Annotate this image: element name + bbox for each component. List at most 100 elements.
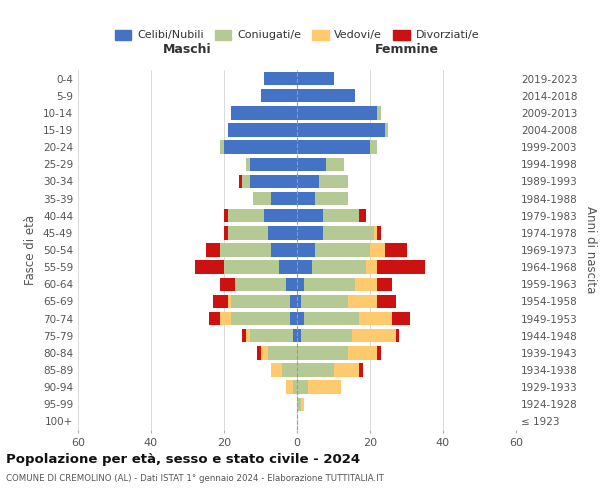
Bar [290,294,297,308]
Bar [297,260,311,274]
Bar [311,260,367,274]
Bar [315,192,348,205]
Bar [250,329,293,342]
Bar [319,174,348,188]
Bar [297,192,315,205]
Bar [359,209,367,222]
Bar [268,346,297,360]
Bar [220,244,271,256]
Bar [224,140,297,154]
Bar [308,380,341,394]
Bar [264,209,297,222]
Bar [220,278,235,291]
Bar [224,260,279,274]
Bar [297,312,304,326]
Bar [374,226,377,239]
Bar [297,174,319,188]
Y-axis label: Fasce di età: Fasce di età [25,215,37,285]
Bar [304,278,355,291]
Bar [220,140,224,154]
Bar [242,174,250,188]
Bar [377,260,425,274]
Bar [242,329,246,342]
Bar [323,226,374,239]
Bar [268,226,297,239]
Bar [227,294,232,308]
Bar [250,174,297,188]
Text: Femmine: Femmine [374,44,439,57]
Bar [370,140,377,154]
Bar [260,89,297,102]
Bar [220,312,232,326]
Bar [271,192,297,205]
Bar [206,244,220,256]
Bar [227,209,264,222]
Bar [297,294,301,308]
Bar [385,124,388,136]
Bar [213,294,227,308]
Bar [224,209,227,222]
Bar [326,158,344,171]
Bar [260,346,268,360]
Bar [348,294,377,308]
Bar [227,124,297,136]
Bar [323,209,359,222]
Bar [359,312,392,326]
Legend: Celibi/Nubili, Coniugati/e, Vedovi/e, Divorziati/e: Celibi/Nubili, Coniugati/e, Vedovi/e, Di… [110,25,484,45]
Text: Popolazione per età, sesso e stato civile - 2024: Popolazione per età, sesso e stato civil… [6,452,360,466]
Bar [232,106,297,120]
Bar [224,226,227,239]
Bar [359,364,363,376]
Bar [348,346,377,360]
Bar [297,226,323,239]
Bar [290,312,297,326]
Bar [246,158,250,171]
Bar [304,312,359,326]
Bar [352,329,395,342]
Bar [297,209,323,222]
Bar [271,244,297,256]
Bar [315,244,370,256]
Bar [377,346,381,360]
Bar [286,278,297,291]
Bar [257,346,260,360]
Bar [297,244,315,256]
Bar [297,346,348,360]
Bar [297,124,385,136]
Bar [227,226,268,239]
Bar [232,312,290,326]
Y-axis label: Anni di nascita: Anni di nascita [584,206,597,294]
Bar [264,72,297,86]
Bar [301,398,304,411]
Bar [385,244,407,256]
Bar [297,140,370,154]
Bar [395,329,399,342]
Bar [377,106,381,120]
Bar [297,106,377,120]
Bar [377,294,395,308]
Bar [297,278,304,291]
Bar [250,158,297,171]
Bar [392,312,410,326]
Bar [232,294,290,308]
Bar [297,158,326,171]
Bar [297,398,301,411]
Bar [370,244,385,256]
Bar [334,364,359,376]
Bar [297,89,355,102]
Bar [195,260,224,274]
Bar [377,278,392,291]
Bar [283,364,297,376]
Bar [297,329,301,342]
Bar [301,329,352,342]
Bar [297,364,334,376]
Bar [286,380,293,394]
Bar [246,329,250,342]
Text: COMUNE DI CREMOLINO (AL) - Dati ISTAT 1° gennaio 2024 - Elaborazione TUTTITALIA.: COMUNE DI CREMOLINO (AL) - Dati ISTAT 1°… [6,474,384,483]
Bar [297,72,334,86]
Bar [293,380,297,394]
Bar [367,260,377,274]
Bar [293,329,297,342]
Bar [209,312,220,326]
Bar [253,192,271,205]
